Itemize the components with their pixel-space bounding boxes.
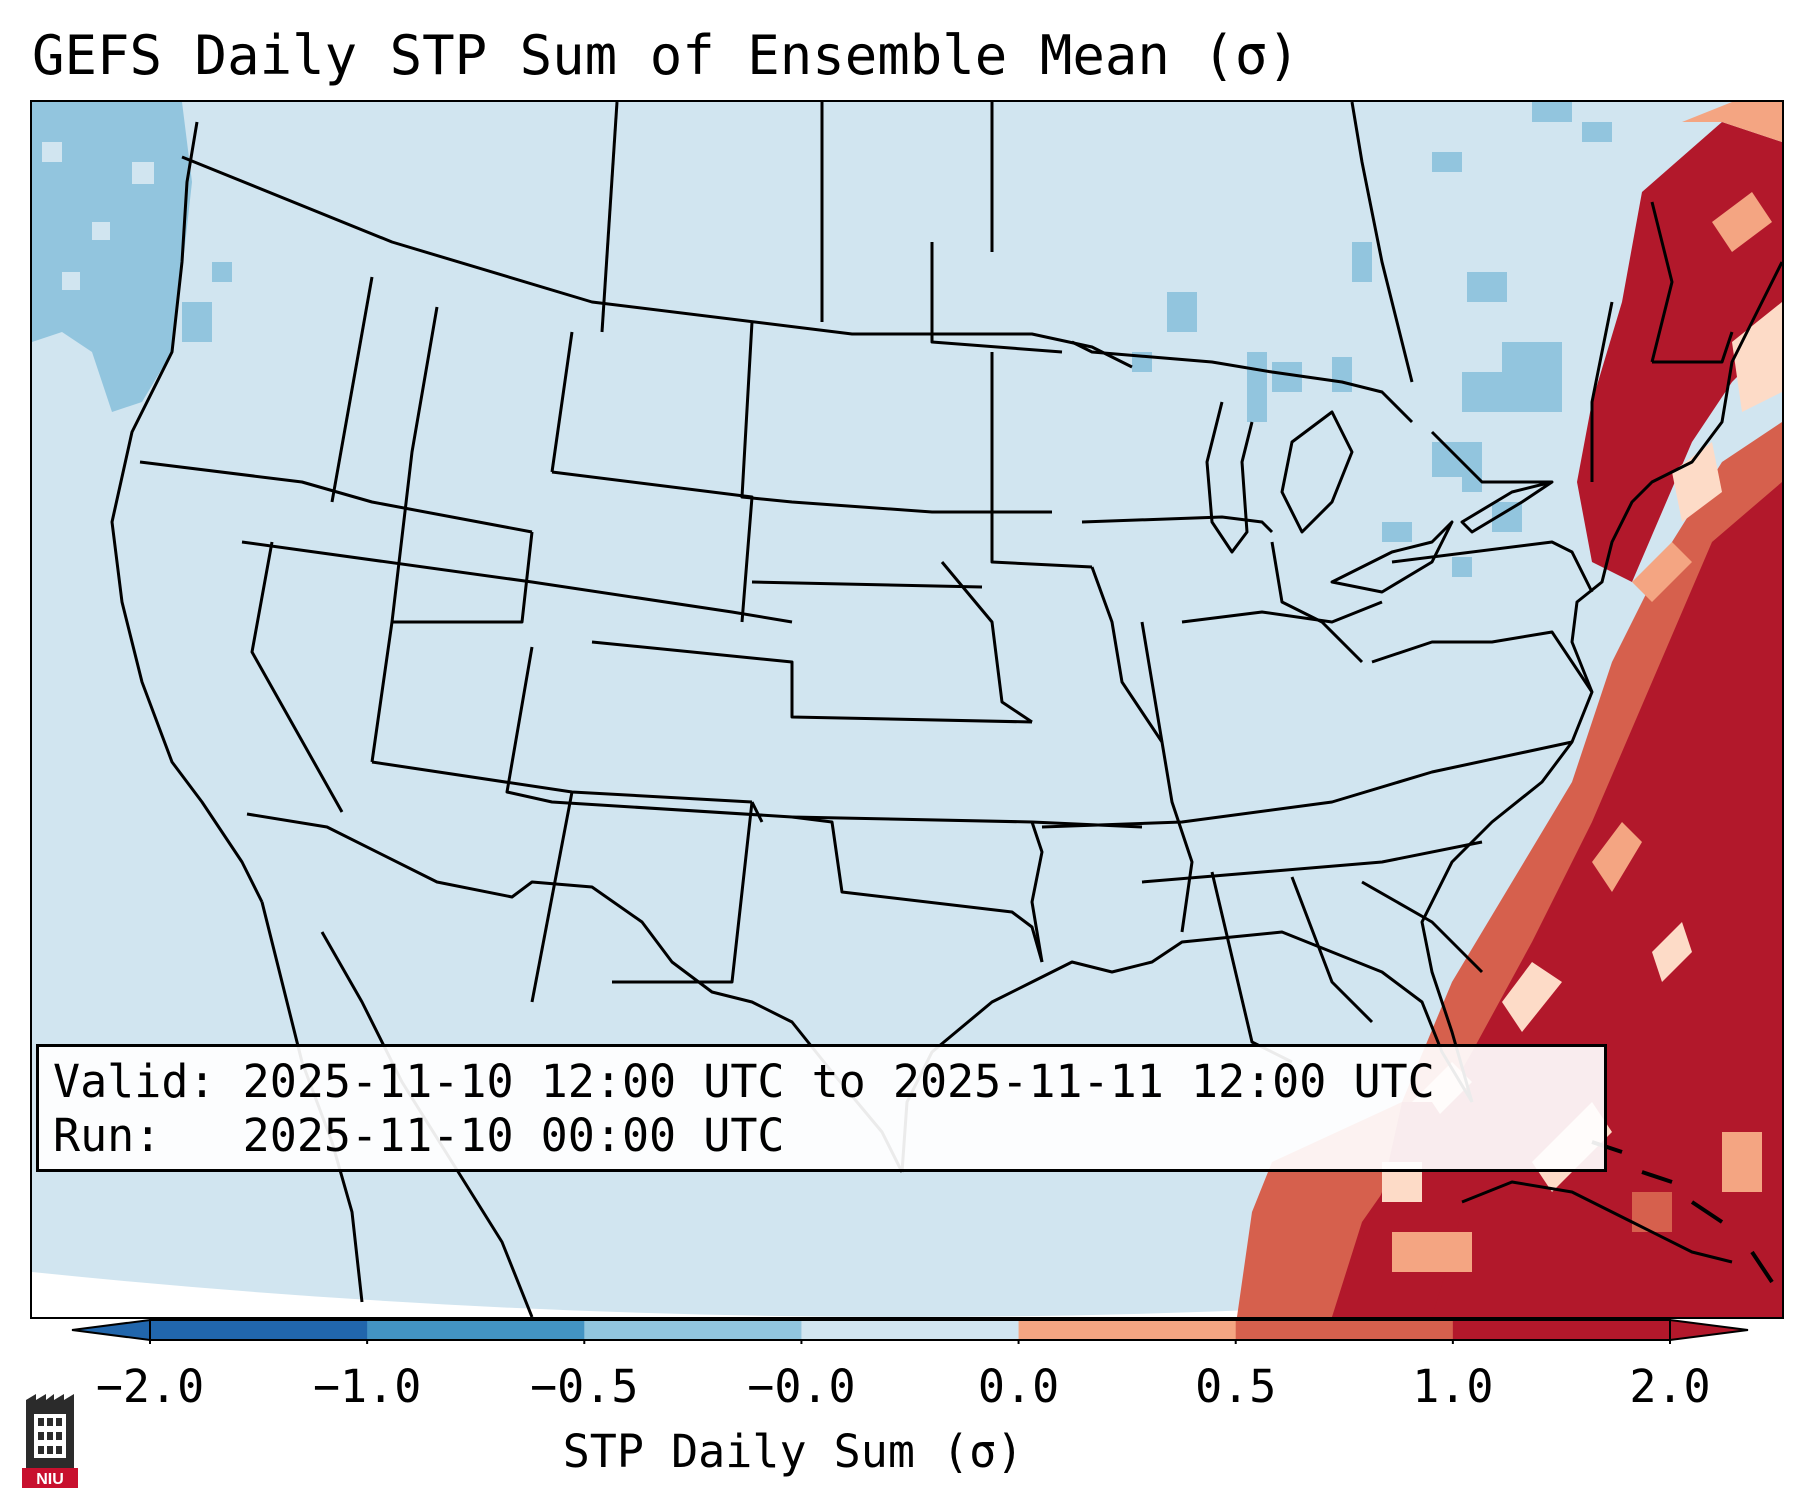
run-label: Run:: [53, 1109, 162, 1162]
run-row: Run: 2025-11-10 00:00 UTC: [53, 1109, 1590, 1163]
colorbar-tick-label: −0.0: [747, 1360, 856, 1413]
niu-logo: NIU: [22, 1394, 78, 1488]
colorbar: [71, 1318, 1749, 1344]
colorbar-tick-label: 0.0: [977, 1360, 1060, 1413]
pacific-negative-region: [32, 102, 232, 412]
colorbar-label: STP Daily Sum (σ): [562, 1425, 1024, 1478]
colorbar-tick-label: 1.0: [1412, 1360, 1494, 1413]
valid-run-box: Valid: 2025-11-10 12:00 UTC to 2025-11-1…: [36, 1044, 1607, 1172]
colorbar-extend-high: [1669, 1318, 1749, 1342]
colorbar-segment: [150, 1320, 368, 1340]
state-borders: [110, 102, 1782, 1317]
colorbar-segment: [1018, 1320, 1237, 1340]
valid-row: Valid: 2025-11-10 12:00 UTC to 2025-11-1…: [53, 1055, 1590, 1109]
colorbar-outline: [149, 1319, 1671, 1341]
colorbar-tick-label: −2.0: [95, 1360, 205, 1413]
colorbar-segment: [367, 1320, 585, 1340]
map-title: GEFS Daily STP Sum of Ensemble Mean (σ): [32, 24, 1300, 87]
valid-value: 2025-11-10 12:00 UTC to 2025-11-11 12:00…: [242, 1055, 1435, 1108]
colorbar-segment: [584, 1320, 802, 1340]
colorbar-tick-label: −0.5: [530, 1360, 639, 1413]
colorbar-segment: [1235, 1320, 1454, 1340]
logo-text: NIU: [36, 1471, 64, 1488]
new-england-positive-region: [1577, 102, 1782, 602]
run-value: 2025-11-10 00:00 UTC: [242, 1109, 785, 1162]
colorbar-tick-label: 2.0: [1629, 1360, 1711, 1413]
valid-label: Valid:: [53, 1055, 216, 1108]
colorbar-segment: [801, 1320, 1020, 1340]
colorbar-tick-label: −1.0: [312, 1360, 422, 1413]
colorbar-extend-low: [71, 1318, 151, 1342]
colorbar-tick-label: 0.5: [1195, 1360, 1277, 1413]
colorbar-segment: [1452, 1320, 1671, 1340]
